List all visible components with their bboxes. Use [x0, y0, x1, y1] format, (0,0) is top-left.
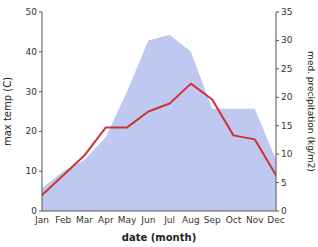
y-axis-title: max temp (C)	[2, 77, 13, 146]
y-tick	[39, 91, 42, 92]
x-tick-label: Apr	[98, 215, 114, 225]
y2-tick-label: 10	[281, 149, 293, 159]
y2-tick	[276, 97, 279, 98]
y2-tick	[276, 125, 279, 126]
y2-tick	[276, 182, 279, 183]
y2-tick-label: 20	[281, 92, 293, 102]
y-tick	[39, 211, 42, 212]
y2-tick-label: 15	[281, 121, 292, 131]
y-tick-label: 50	[26, 7, 38, 17]
y2-tick	[276, 211, 279, 212]
y2-tick-label: 5	[281, 178, 287, 188]
temperature-line	[42, 84, 276, 195]
y-tick	[39, 51, 42, 52]
y2-axis-title: med. precipitation (kg/m2)	[306, 51, 316, 172]
y2-tick-label: 30	[281, 35, 293, 45]
x-tick-label: Dec	[267, 215, 284, 225]
precipitation-area	[42, 35, 276, 211]
x-axis-title: date (month)	[122, 232, 196, 243]
y2-axis-line	[276, 12, 277, 211]
x-tick-label: Feb	[55, 215, 71, 225]
y2-tick-label: 35	[281, 7, 292, 17]
y2-tick	[276, 68, 279, 69]
chart: 0102030405005101520253035JanFebMarAprMay…	[0, 0, 318, 247]
y-tick	[39, 131, 42, 132]
x-tick-label: Mar	[76, 215, 93, 225]
y-tick-label: 40	[26, 47, 38, 57]
x-tick-label: Jun	[140, 215, 155, 225]
x-tick-label: Jul	[163, 215, 175, 225]
x-tick-label: Aug	[182, 215, 200, 225]
x-tick-label: May	[118, 215, 137, 225]
x-tick-label: Nov	[246, 215, 264, 225]
x-axis-line	[42, 211, 276, 212]
y2-tick	[276, 40, 279, 41]
y-axis-line	[42, 12, 43, 211]
x-tick-label: Sep	[204, 215, 221, 225]
y2-tick	[276, 154, 279, 155]
y-tick	[39, 171, 42, 172]
x-tick-label: Jan	[34, 215, 49, 225]
y-tick-label: 30	[26, 87, 38, 97]
y2-tick-label: 25	[281, 64, 292, 74]
y2-tick	[276, 12, 279, 13]
y-tick-label: 20	[26, 126, 38, 136]
y-tick	[39, 12, 42, 13]
y-tick-label: 10	[26, 166, 38, 176]
plot-area	[42, 35, 276, 211]
x-tick-label: Oct	[226, 215, 242, 225]
